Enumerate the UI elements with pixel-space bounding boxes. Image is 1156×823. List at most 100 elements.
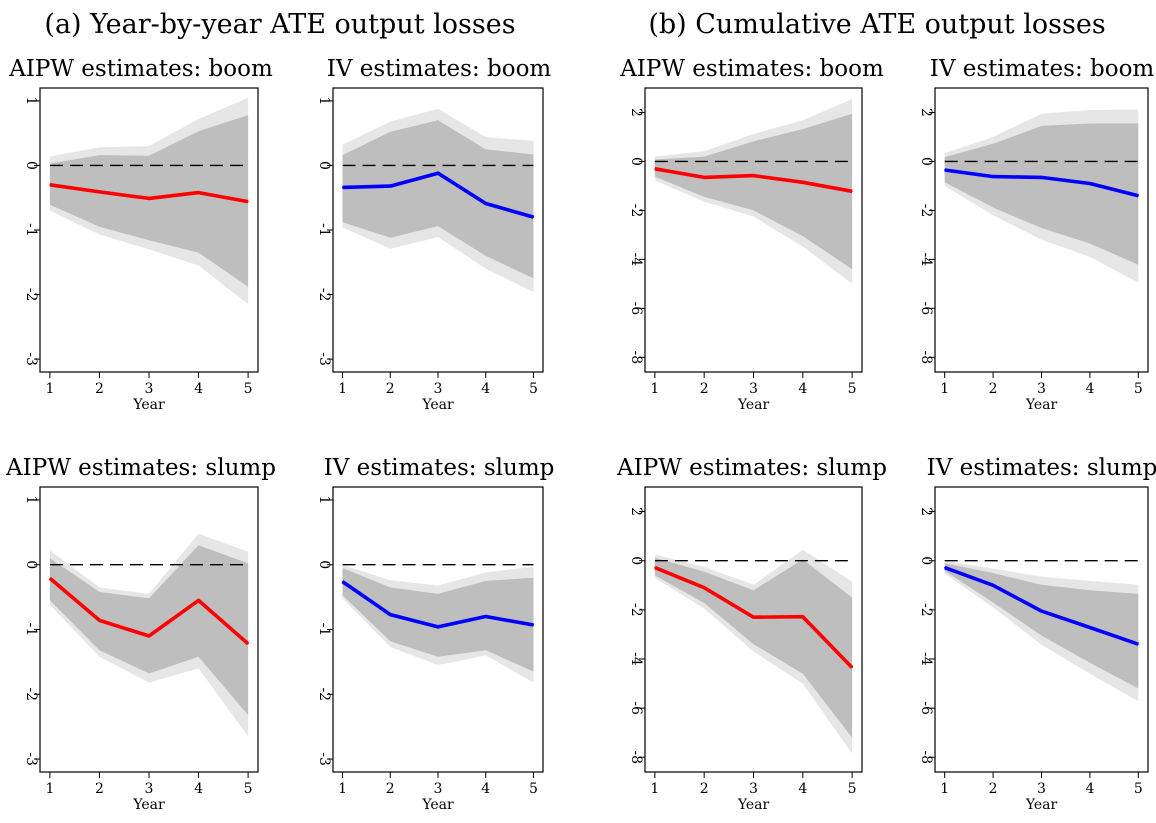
y-tick-label: -4 xyxy=(918,652,934,666)
chart-title: IV estimates: slump xyxy=(324,455,555,481)
chart-title: IV estimates: boom xyxy=(930,56,1155,82)
x-axis-label: Year xyxy=(737,397,770,413)
x-tick-label: 4 xyxy=(194,781,203,797)
y-tick-label: 0 xyxy=(316,560,332,569)
chart-8: 1 2 3 4 5 Year 2 0 -2 -4 -6 -8 IV estimates: slump xyxy=(918,455,1156,813)
x-tick-label: 5 xyxy=(1134,381,1143,397)
x-tick-label: 4 xyxy=(481,381,490,397)
y-tick-label: -1 xyxy=(316,623,332,637)
y-tick-label: -1 xyxy=(23,623,39,637)
confidence-band-inner xyxy=(342,568,534,672)
x-tick-label: 1 xyxy=(940,381,949,397)
y-tick-label: -3 xyxy=(316,352,332,366)
confidence-band-inner xyxy=(654,113,853,270)
data-point xyxy=(389,185,391,187)
data-point xyxy=(654,168,656,170)
y-tick-label: 0 xyxy=(628,157,644,166)
data-point xyxy=(752,175,755,177)
y-tick-label: -3 xyxy=(316,752,332,766)
data-point xyxy=(49,577,51,579)
chart-7: 1 2 3 4 5 Year 2 0 -2 -4 -6 -8 AIPW estimates: slump xyxy=(616,455,887,813)
charts-container: 1 2 3 4 5 Year 1 0 -1 -2 -3 AIPW estimates: boom 1 2 3… xyxy=(5,56,1156,813)
chart-2: 1 2 3 4 5 Year 1 0 -1 -2 -3 IV estimates: boom xyxy=(316,56,551,413)
chart-title: IV estimates: boom xyxy=(327,56,552,82)
data-point xyxy=(197,599,200,601)
x-tick-label: 3 xyxy=(145,781,154,797)
chart-4: 1 2 3 4 5 Year 2 0 -2 -4 -6 -8 IV estimates: boom xyxy=(918,56,1154,413)
data-point xyxy=(703,587,705,589)
y-tick-label: 0 xyxy=(918,556,934,565)
x-tick-label: 2 xyxy=(989,381,998,397)
chart-title: AIPW estimates: boom xyxy=(8,56,273,82)
confidence-band-inner xyxy=(654,557,853,738)
data-point xyxy=(992,176,994,178)
y-tick-label: -2 xyxy=(316,687,332,701)
data-point xyxy=(98,191,101,193)
y-tick-label: -2 xyxy=(316,288,332,302)
x-axis-label: Year xyxy=(421,797,454,813)
y-tick-label: -2 xyxy=(918,204,934,218)
data-point xyxy=(1089,182,1091,185)
data-point xyxy=(944,566,946,569)
x-tick-label: 2 xyxy=(386,381,395,397)
x-tick-label: 5 xyxy=(244,781,253,797)
y-tick-label: 0 xyxy=(918,157,934,166)
data-point xyxy=(703,176,705,178)
x-tick-label: 3 xyxy=(145,381,154,397)
y-tick-label: -8 xyxy=(918,350,934,364)
y-tick-label: -1 xyxy=(23,223,39,237)
data-point xyxy=(1089,626,1091,629)
y-tick-label: -6 xyxy=(918,701,934,715)
x-axis-label: Year xyxy=(132,797,165,813)
data-point xyxy=(1040,610,1043,612)
y-tick-label: 1 xyxy=(23,495,39,504)
x-tick-label: 3 xyxy=(434,781,443,797)
x-tick-label: 5 xyxy=(529,381,538,397)
y-tick-label: -6 xyxy=(628,302,644,316)
data-point xyxy=(1137,643,1139,645)
y-tick-label: -8 xyxy=(628,350,644,364)
data-point xyxy=(752,616,755,618)
x-axis-label: Year xyxy=(421,397,454,413)
x-tick-label: 5 xyxy=(529,781,538,797)
y-tick-label: -2 xyxy=(918,603,934,617)
y-tick-label: -3 xyxy=(23,352,39,366)
chart-title: AIPW estimates: slump xyxy=(616,455,887,481)
y-tick-label: 1 xyxy=(316,96,332,105)
x-tick-label: 1 xyxy=(650,381,659,397)
chart-5: 1 2 3 4 5 Year 1 0 -1 -2 -3 AIPW estimates: slump xyxy=(5,455,276,813)
x-tick-label: 5 xyxy=(848,381,857,397)
panel-b-header: (b) Cumulative ATE output losses xyxy=(648,9,1105,40)
data-point xyxy=(532,624,535,626)
data-point xyxy=(49,184,51,186)
chart-1: 1 2 3 4 5 Year 1 0 -1 -2 -3 AIPW estimates: boom xyxy=(8,56,273,413)
data-point xyxy=(485,615,487,618)
y-tick-label: 0 xyxy=(628,556,644,565)
y-tick-label: -3 xyxy=(23,752,39,766)
x-tick-label: 1 xyxy=(650,781,659,797)
data-point xyxy=(389,614,391,616)
data-point xyxy=(654,566,656,569)
x-tick-label: 5 xyxy=(244,381,253,397)
x-tick-label: 5 xyxy=(1134,781,1143,797)
y-tick-label: -4 xyxy=(628,253,644,267)
confidence-band-inner xyxy=(944,563,1139,689)
y-tick-label: -2 xyxy=(23,687,39,701)
y-tick-label: -2 xyxy=(23,288,39,302)
data-point xyxy=(1040,176,1043,178)
confidence-band-inner xyxy=(944,123,1139,265)
y-tick-label: -1 xyxy=(316,223,332,237)
y-tick-label: 2 xyxy=(628,507,644,516)
x-tick-label: 5 xyxy=(848,781,857,797)
data-point xyxy=(992,584,994,586)
y-tick-label: 0 xyxy=(316,161,332,170)
y-tick-label: -6 xyxy=(628,701,644,715)
chart-title: IV estimates: slump xyxy=(927,455,1156,481)
data-point xyxy=(437,626,439,628)
x-tick-label: 4 xyxy=(194,381,203,397)
x-tick-label: 2 xyxy=(700,381,709,397)
panel-a-header: (a) Year-by-year ATE output losses xyxy=(44,9,515,40)
chart-3: 1 2 3 4 5 Year 2 0 -2 -4 -6 -8 AIPW estimates: boom xyxy=(619,56,884,413)
x-tick-label: 3 xyxy=(749,381,758,397)
x-axis-label: Year xyxy=(1025,797,1058,813)
